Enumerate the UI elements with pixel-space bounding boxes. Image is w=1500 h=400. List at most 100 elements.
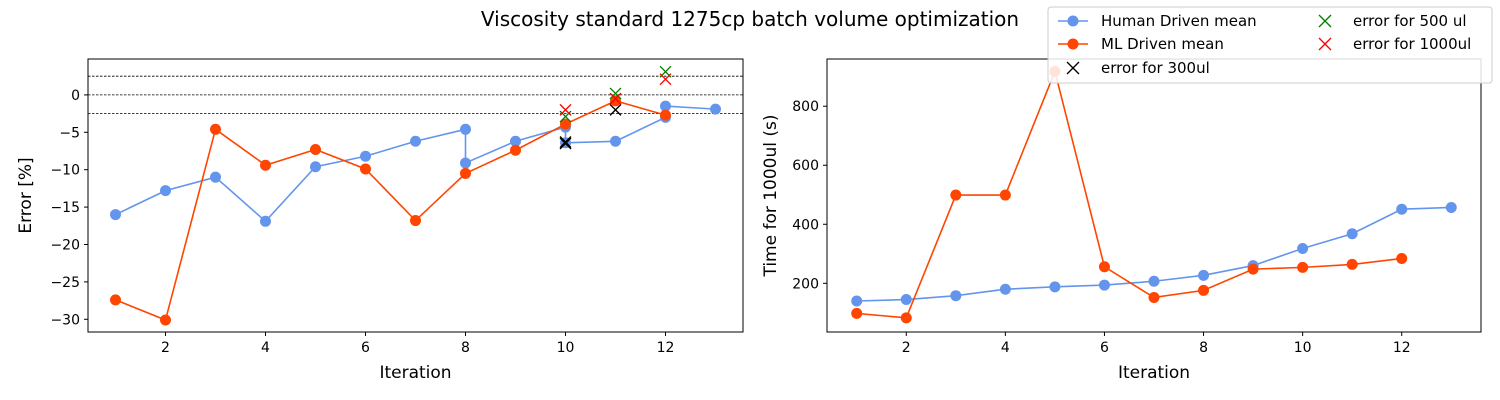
human-data-point xyxy=(260,215,271,227)
human-data-point xyxy=(1148,275,1160,287)
legend: Human Driven mean ML Driven mean error for… xyxy=(1047,6,1493,84)
human-data-point xyxy=(1297,242,1309,254)
human-data-point xyxy=(160,185,171,197)
ml-series-line xyxy=(115,100,666,322)
ml-data-point xyxy=(900,312,912,324)
legend-item-ml: ML Driven mean xyxy=(1058,35,1224,53)
x-tick-label: 10 xyxy=(1294,340,1312,356)
y-tick-label: 800 xyxy=(792,99,819,115)
ml-data-point xyxy=(310,144,321,156)
x-tick-label: 12 xyxy=(1393,340,1411,356)
legend-label: error for 300ul xyxy=(1101,59,1210,77)
axes-frame xyxy=(826,58,1482,333)
ml-data-point xyxy=(950,189,962,201)
y-tick-label: −20 xyxy=(50,237,80,253)
legend-item-human: Human Driven mean xyxy=(1058,12,1257,30)
ml-series-line xyxy=(856,68,1402,319)
err1000-marker xyxy=(609,92,622,105)
human-data-point xyxy=(950,290,962,302)
human-data-point xyxy=(1445,201,1457,213)
human-data-point xyxy=(110,209,121,221)
x-tick-label: 4 xyxy=(1001,340,1010,356)
x-tick-label: 2 xyxy=(161,340,170,356)
y-tick-label: 400 xyxy=(792,217,819,233)
legend-box xyxy=(1047,6,1493,84)
human-data-point xyxy=(410,135,421,147)
err1000-marker xyxy=(659,73,672,86)
y-tick-label: 200 xyxy=(792,276,819,292)
ml-data-point xyxy=(610,95,621,107)
x-tick-label: 8 xyxy=(461,340,470,356)
ml-data-point xyxy=(460,167,471,179)
y-tick-label: −15 xyxy=(50,200,80,216)
human-series-line xyxy=(115,105,716,223)
y-tick-label: −5 xyxy=(59,125,80,141)
human-data-point xyxy=(1198,269,1210,281)
err300-marker xyxy=(559,136,572,148)
ml-data-point xyxy=(1396,253,1408,265)
ml-data-point xyxy=(110,294,121,306)
legend-item-err500: error for 500 ul xyxy=(1318,12,1467,30)
human-data-point xyxy=(1396,203,1408,215)
x-tick-label: 4 xyxy=(261,340,270,356)
ml-data-point xyxy=(1297,261,1309,273)
y-tick-label: −30 xyxy=(50,312,80,328)
legend-item-err1000: error for 1000ul xyxy=(1318,35,1471,53)
ml-data-point xyxy=(1098,261,1110,273)
ml-data-point xyxy=(1346,258,1358,270)
human-data-point xyxy=(310,161,321,173)
ml-data-point xyxy=(260,159,271,171)
x-tick-label: 6 xyxy=(1100,340,1109,356)
ml-data-point xyxy=(1148,291,1160,303)
legend-label: error for 500 ul xyxy=(1353,12,1467,30)
human-data-point xyxy=(510,135,521,147)
human-data-point xyxy=(1346,228,1358,240)
err500-marker xyxy=(609,87,622,100)
human-data-point xyxy=(900,294,912,306)
human-data-point xyxy=(460,157,471,169)
x-tick-label: 2 xyxy=(902,340,911,356)
y-tick-label: 0 xyxy=(71,88,80,104)
ml-data-point xyxy=(510,144,521,156)
ml-data-point xyxy=(210,123,221,135)
ml-data-point xyxy=(410,215,421,227)
err1000-marker xyxy=(559,103,572,116)
err300-marker xyxy=(559,137,572,150)
legend-item-err300: error for 300ul xyxy=(1066,59,1210,77)
legend-label: ML Driven mean xyxy=(1101,35,1224,53)
human-data-point xyxy=(999,283,1011,295)
figure-title: Viscosity standard 1275cp batch volume o… xyxy=(481,7,1019,31)
x-tick-label: 10 xyxy=(557,340,575,356)
axes-frame xyxy=(87,58,744,333)
y-axis-label: Error [%] xyxy=(16,157,36,233)
ml-data-point xyxy=(999,189,1011,201)
ml-data-point xyxy=(1247,263,1259,275)
human-data-point xyxy=(710,103,721,115)
x-axis-label: Iteration xyxy=(379,363,451,383)
human-data-point xyxy=(610,135,621,147)
x-tick-label: 8 xyxy=(1199,340,1208,356)
time-chart: 2 4 6 8 10 12 200 400 600 800 Iteration Time for 10… xyxy=(761,58,1482,383)
ml-data-point xyxy=(360,163,371,175)
legend-label: Human Driven mean xyxy=(1101,12,1257,30)
y-tick-label: 600 xyxy=(792,158,819,174)
err300-marker xyxy=(609,103,622,116)
human-data-point xyxy=(660,100,671,112)
ml-data-point xyxy=(160,314,171,326)
ml-data-point xyxy=(1198,284,1210,296)
ml-data-point xyxy=(660,109,671,121)
human-data-point xyxy=(1049,281,1061,293)
human-data-point xyxy=(1098,279,1110,291)
x-tick-label: 12 xyxy=(657,340,675,356)
x-axis-label: Iteration xyxy=(1118,363,1190,383)
ml-data-point xyxy=(560,118,571,130)
human-data-point xyxy=(210,171,221,183)
error-chart: 2 4 6 8 10 12 −30 −25 −20 −15 −10 −5 0 Iteration Error… xyxy=(16,58,744,383)
ml-data-point xyxy=(851,307,863,319)
y-tick-label: −10 xyxy=(50,163,80,179)
human-data-point xyxy=(851,295,863,307)
y-tick-label: −25 xyxy=(50,275,80,291)
human-data-point xyxy=(360,150,371,162)
y-axis-label: Time for 1000ul (s) xyxy=(761,114,781,277)
